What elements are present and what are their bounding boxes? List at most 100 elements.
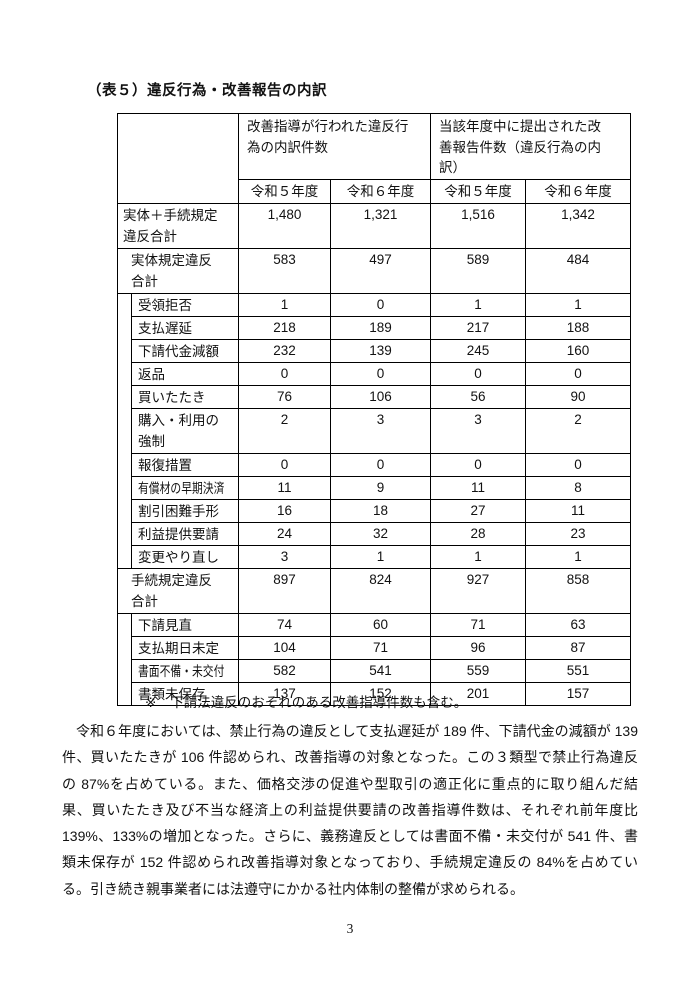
value-cell: 63 <box>525 612 632 637</box>
table-row: 割引困難手形 16 18 27 11 <box>118 498 632 523</box>
table-row: 支払期日未定 104 71 96 87 <box>118 635 632 660</box>
value-cell: 201 <box>430 681 527 706</box>
value-cell: 2 <box>525 407 632 454</box>
value-cell: 0 <box>525 361 632 386</box>
indent-strip <box>117 292 132 569</box>
value-cell: 245 <box>430 338 527 363</box>
value-cell: 87 <box>525 635 632 660</box>
row-label: 変更やり直し <box>131 544 239 569</box>
row-label: 受領拒否 <box>131 292 239 317</box>
indent-strip <box>117 612 132 706</box>
footnote: ※ 下請法違反のおそれのある改善指導件数も含む。 <box>145 691 467 711</box>
corner-cell <box>117 113 239 204</box>
table-row: 令和５年度 令和６年度 令和５年度 令和６年度 <box>118 178 632 204</box>
value-cell: 1 <box>238 292 331 317</box>
value-cell: 858 <box>525 567 632 614</box>
table-row: 利益提供要請 24 32 28 23 <box>118 521 632 546</box>
value-cell: 1,516 <box>430 202 527 249</box>
value-cell: 71 <box>329 635 432 660</box>
row-label: 割引困難手形 <box>131 498 239 523</box>
value-cell: 582 <box>238 658 331 683</box>
value-cell: 824 <box>329 567 432 614</box>
footnote-text: 下請法違反のおそれのある改善指導件数も含む。 <box>170 695 468 710</box>
value-cell: 589 <box>430 247 527 294</box>
value-cell: 104 <box>238 635 331 660</box>
value-cell: 897 <box>238 567 331 614</box>
value-cell: 232 <box>238 338 331 363</box>
value-cell: 76 <box>238 384 331 409</box>
table-row: 下請見直 74 60 71 63 <box>117 612 632 706</box>
row-label: 下請代金減額 <box>131 338 239 363</box>
value-cell: 152 <box>329 681 432 706</box>
table-row: 変更やり直し 3 1 1 1 <box>118 544 632 569</box>
year-header: 令和６年度 <box>525 178 632 204</box>
value-cell: 0 <box>329 361 432 386</box>
value-cell: 28 <box>430 521 527 546</box>
value-cell: 90 <box>525 384 632 409</box>
table-row: 書類未保存 137 152 201 157 <box>118 681 632 706</box>
value-cell: 11 <box>525 498 632 523</box>
value-cell: 541 <box>329 658 432 683</box>
table-row: 受領拒否 1 0 1 1 <box>117 292 632 569</box>
value-cell: 74 <box>238 612 331 637</box>
body-paragraph: 令和６年度においては、禁止行為の違反として支払遅延が 189 件、下請代金の減額… <box>62 723 638 897</box>
value-cell: 189 <box>329 315 432 340</box>
row-label: 返品 <box>131 361 239 386</box>
table-row: 報復措置 0 0 0 0 <box>118 452 632 477</box>
value-cell: 157 <box>525 681 632 706</box>
table-row: 購入・利用の 強制 2 3 3 2 <box>118 407 632 454</box>
value-cell: 927 <box>430 567 527 614</box>
table-row: 手続規定違反 合計 897 824 927 858 <box>117 567 632 614</box>
row-label: 有償材の早期決済 <box>131 475 239 500</box>
value-cell: 3 <box>329 407 432 454</box>
value-cell: 16 <box>238 498 331 523</box>
value-cell: 0 <box>329 292 432 317</box>
value-cell: 217 <box>430 315 527 340</box>
footnote-marker: ※ <box>145 695 157 710</box>
page-number: 3 <box>346 921 354 936</box>
value-cell: 9 <box>329 475 432 500</box>
value-cell: 139 <box>329 338 432 363</box>
value-cell: 1,321 <box>329 202 432 249</box>
value-cell: 106 <box>329 384 432 409</box>
row-label: 支払遅延 <box>131 315 239 340</box>
value-cell: 96 <box>430 635 527 660</box>
row-label: 実体規定違反 合計 <box>117 247 239 294</box>
table-row: 返品 0 0 0 0 <box>118 361 632 386</box>
row-label: 手続規定違反 合計 <box>117 567 239 614</box>
value-cell: 71 <box>430 612 527 637</box>
value-cell: 1 <box>525 292 632 317</box>
value-cell: 0 <box>430 452 527 477</box>
group-header-reports: 当該年度中に提出された改 善報告件数（違反行為の内 訳） <box>430 113 632 180</box>
value-cell: 1 <box>329 544 432 569</box>
value-cell: 0 <box>238 452 331 477</box>
value-cell: 1 <box>525 544 632 569</box>
violations-table-wrap: 改善指導が行われた違反行 為の内訳件数 当該年度中に提出された改 善報告件数（違… <box>117 113 632 706</box>
value-cell: 11 <box>430 475 527 500</box>
table-row: 買いたたき 76 106 56 90 <box>118 384 632 409</box>
value-cell: 11 <box>238 475 331 500</box>
row-label: 書面不備・未交付 <box>131 658 239 683</box>
year-header: 令和６年度 <box>329 178 432 204</box>
value-cell: 2 <box>238 407 331 454</box>
value-cell: 27 <box>430 498 527 523</box>
row-label: 購入・利用の 強制 <box>131 407 239 454</box>
value-cell: 1,342 <box>525 202 632 249</box>
value-cell: 484 <box>525 247 632 294</box>
table-row: 下請代金減額 232 139 245 160 <box>118 338 632 363</box>
value-cell: 32 <box>329 521 432 546</box>
value-cell: 0 <box>430 361 527 386</box>
year-header: 令和５年度 <box>430 178 527 204</box>
table-row: 支払遅延 218 189 217 188 <box>118 315 632 340</box>
value-cell: 551 <box>525 658 632 683</box>
row-label: 利益提供要請 <box>131 521 239 546</box>
value-cell: 0 <box>329 452 432 477</box>
value-cell: 559 <box>430 658 527 683</box>
row-label: 下請見直 <box>131 612 239 637</box>
violations-table: 改善指導が行われた違反行 為の内訳件数 当該年度中に提出された改 善報告件数（違… <box>117 113 632 706</box>
value-cell: 1 <box>430 292 527 317</box>
value-cell: 3 <box>238 544 331 569</box>
value-cell: 0 <box>525 452 632 477</box>
value-cell: 56 <box>430 384 527 409</box>
